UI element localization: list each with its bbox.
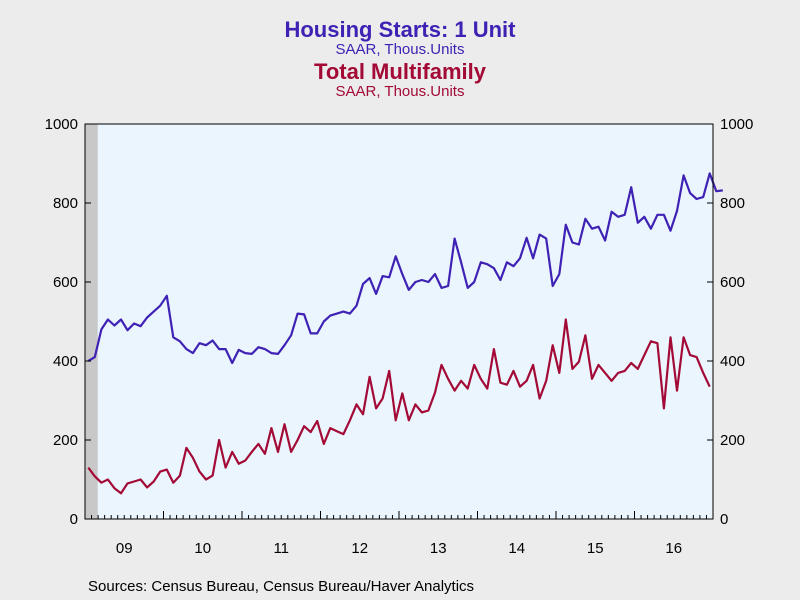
xtick-label: 09 xyxy=(116,540,133,557)
series-line-2 xyxy=(87,318,711,495)
series1-title: Housing Starts: 1 Unit xyxy=(284,17,516,42)
xtick-label: 16 xyxy=(665,540,682,557)
series2-title: Total Multifamily xyxy=(314,59,486,84)
series1-subtitle: SAAR, Thous.Units xyxy=(335,41,465,58)
xtick-label: 11 xyxy=(273,540,289,557)
ytick-label-right: 600 xyxy=(720,274,745,291)
ytick-label-right: 200 xyxy=(720,432,745,449)
xtick-label: 15 xyxy=(587,540,604,557)
ytick-label-left: 800 xyxy=(53,195,78,212)
xtick-label: 10 xyxy=(194,540,211,557)
source-note: Sources: Census Bureau, Census Bureau/Ha… xyxy=(88,578,475,595)
ytick-label-left: 400 xyxy=(53,353,78,370)
chart-titles: Housing Starts: 1 Unit SAAR, Thous.Units… xyxy=(0,18,800,100)
ytick-label-left: 200 xyxy=(53,432,78,449)
ytick-label-right: 0 xyxy=(720,511,728,528)
ytick-label-left: 600 xyxy=(53,274,78,291)
plot-area xyxy=(85,124,713,519)
series2-subtitle: SAAR, Thous.Units xyxy=(335,83,465,100)
series-line-1 xyxy=(87,172,723,365)
recession-shade-0 xyxy=(85,124,98,519)
ytick-label-left: 1000 xyxy=(45,116,78,133)
ytick-label-right: 1000 xyxy=(720,116,753,133)
ytick-label-right: 400 xyxy=(720,353,745,370)
ytick-label-right: 800 xyxy=(720,195,745,212)
xtick-label: 12 xyxy=(351,540,368,557)
xtick-label: 14 xyxy=(508,540,525,557)
ytick-label-left: 0 xyxy=(70,511,78,528)
xtick-label: 13 xyxy=(430,540,447,557)
